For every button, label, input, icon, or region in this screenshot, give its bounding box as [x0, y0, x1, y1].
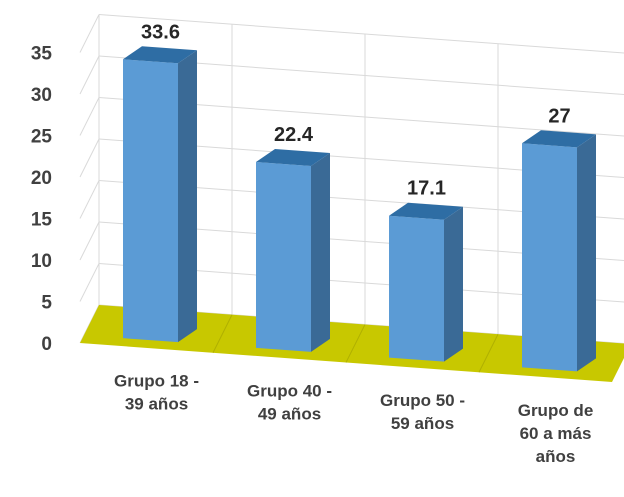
y-tick-label: 30	[31, 85, 52, 106]
bar	[522, 130, 596, 372]
y-tick-label: 5	[41, 293, 52, 314]
bar	[123, 46, 197, 343]
bar	[389, 202, 463, 362]
bar-top	[389, 202, 463, 220]
category-label: 60 a más	[520, 424, 592, 443]
category-label: años	[536, 447, 576, 466]
category-label: Grupo 18 -	[114, 372, 199, 391]
gridline-wall	[79, 97, 100, 136]
y-tick-label: 35	[31, 44, 53, 65]
bar-side	[577, 134, 596, 372]
chart-floor	[80, 305, 624, 382]
floor-divider	[478, 334, 499, 373]
floor-divider	[212, 314, 233, 353]
bar-side	[178, 50, 197, 343]
category-label: Grupo de	[518, 401, 594, 420]
bar-side	[444, 206, 463, 362]
category-label: 49 años	[258, 404, 321, 423]
y-tick-label: 15	[31, 210, 53, 231]
category-label: Grupo 50 -	[380, 391, 465, 410]
gridline-wall	[79, 263, 100, 302]
category-label: 59 años	[391, 414, 454, 433]
gridline-wall	[79, 221, 100, 261]
gridline-wall	[79, 14, 100, 53]
data-label: 33.6	[141, 21, 180, 43]
floor-plane	[80, 305, 624, 382]
y-tick-label: 10	[31, 251, 52, 272]
floor-divider	[345, 324, 366, 363]
bar-top	[256, 148, 330, 167]
bar-top	[522, 130, 596, 148]
category-labels: Grupo 18 - 39 años Grupo 40 - 49 años Grupo …	[114, 372, 593, 466]
gridline-wall	[79, 55, 100, 95]
gridline-wall	[79, 180, 100, 219]
data-label: 22.4	[274, 124, 314, 146]
bars	[123, 46, 596, 372]
y-tick-label: 25	[31, 127, 53, 148]
bar-side	[311, 153, 330, 352]
y-tick-label: 20	[31, 168, 52, 189]
data-label: 17.1	[407, 178, 446, 200]
y-tick-label: 0	[41, 334, 52, 355]
bar-front	[389, 215, 444, 362]
bar-front	[256, 161, 311, 352]
category-label: Grupo 40 -	[247, 381, 332, 400]
data-label: 27	[548, 105, 570, 127]
data-labels: 33.6 22.4 17.1 27	[141, 21, 571, 199]
bar-top	[123, 46, 197, 64]
category-label: 39 años	[125, 395, 188, 414]
bar	[256, 148, 330, 352]
bar-front	[522, 143, 577, 372]
bar-front	[123, 59, 178, 343]
y-axis-ticks: 0 5 10 15 20 25 30 35	[31, 44, 53, 356]
gridline-wall	[79, 138, 100, 178]
